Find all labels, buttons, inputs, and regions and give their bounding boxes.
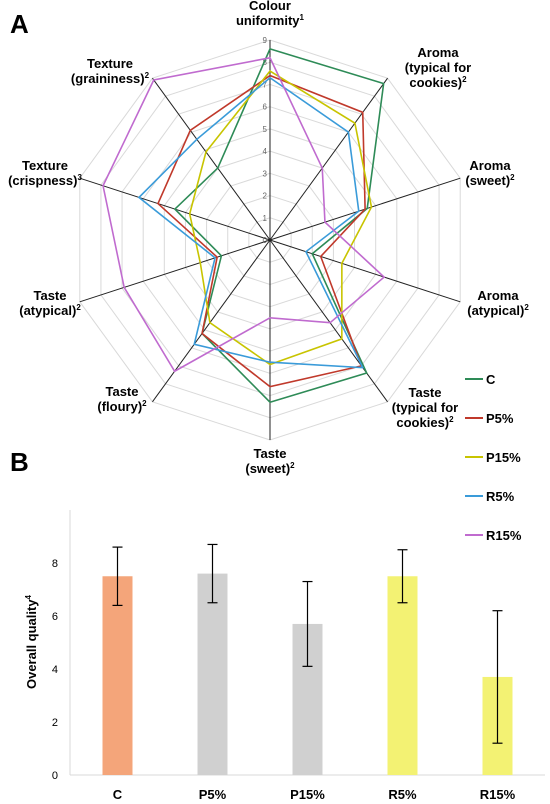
radar-axis-label: Taste (typical for cookies)2 bbox=[392, 385, 458, 430]
radar-axis-label: Colour uniformity1 bbox=[236, 0, 305, 28]
radar-axis-label: Taste (floury)2 bbox=[97, 384, 147, 414]
bar-y-tick-label: 2 bbox=[52, 717, 58, 729]
bar-y-tick-label: 8 bbox=[52, 558, 58, 570]
legend-label: R5% bbox=[486, 489, 515, 504]
legend-label: R15% bbox=[486, 528, 522, 543]
radar-tick-label: 9 bbox=[263, 36, 268, 45]
bar-y-axis-label: Overall quality4 bbox=[24, 594, 39, 689]
radar-grid bbox=[79, 39, 461, 441]
panel-b-letter: B bbox=[10, 447, 29, 477]
radar-tick-labels: 0 1 2 3 4 5 6 7 8 9 bbox=[263, 36, 268, 245]
radar-spoke bbox=[152, 239, 271, 403]
radar-axis-labels: Colour uniformity1 Aroma (typical for cooki… bbox=[8, 0, 529, 476]
radar-series-line bbox=[102, 56, 386, 373]
bar-category-label: P5% bbox=[199, 787, 227, 802]
bar bbox=[102, 576, 133, 775]
legend-label: P15% bbox=[486, 450, 521, 465]
radar-spoke bbox=[269, 77, 388, 241]
legend: C P5% P15% R5% R15% bbox=[465, 372, 522, 543]
radar-tick-label: 3 bbox=[263, 169, 268, 178]
bar-y-tick-label: 6 bbox=[52, 611, 58, 623]
radar-axis-label: Aroma (atypical)2 bbox=[467, 288, 529, 318]
radar-series-line bbox=[188, 70, 373, 366]
bar-chart: 0 2 4 6 8 Overall quality4 C P5% P15% R5% R15% bbox=[24, 510, 545, 802]
radar-tick-label: 5 bbox=[263, 125, 268, 134]
radar-tick-label: 1 bbox=[263, 214, 268, 223]
radar-axis-label: Taste (sweet)2 bbox=[245, 446, 295, 476]
legend-label: P5% bbox=[486, 411, 514, 426]
radar-tick-label: 0 bbox=[263, 236, 268, 245]
bar-category-label: R15% bbox=[480, 787, 516, 802]
radar-spoke bbox=[269, 239, 388, 403]
radar-tick-label: 4 bbox=[263, 147, 268, 156]
radar-series-line bbox=[157, 74, 366, 388]
bar-category-label: C bbox=[113, 787, 123, 802]
bar bbox=[387, 576, 418, 775]
radar-axis-label: Texture (crispness)3 bbox=[8, 158, 82, 188]
radar-axis-label: Aroma (typical for cookies)2 bbox=[405, 45, 471, 90]
radar-axis-label: Aroma (sweet)2 bbox=[465, 158, 515, 188]
radar-axis-label: Taste (atypical)2 bbox=[19, 288, 81, 318]
bar-axes: 0 2 4 6 8 Overall quality4 bbox=[24, 510, 545, 782]
radar-series-line bbox=[137, 76, 365, 369]
bar-marks: C P5% P15% R5% R15% bbox=[102, 543, 516, 802]
radar-tick-label: 7 bbox=[263, 80, 268, 89]
panel-a-letter: A bbox=[10, 9, 29, 39]
bar-y-tick-label: 0 bbox=[52, 770, 58, 782]
bar-category-label: P15% bbox=[290, 787, 325, 802]
radar-axis-label: Texture (graininess)2 bbox=[71, 56, 150, 86]
radar-tick-label: 2 bbox=[263, 192, 268, 201]
legend-label: C bbox=[486, 372, 496, 387]
radar-tick-label: 8 bbox=[263, 58, 268, 67]
radar-series-group bbox=[102, 47, 386, 404]
radar-tick-label: 6 bbox=[263, 103, 268, 112]
bar-category-label: R5% bbox=[388, 787, 417, 802]
radar-series-line bbox=[173, 47, 385, 404]
bar-y-tick-label: 4 bbox=[52, 664, 58, 676]
radar-chart: 0 1 2 3 4 5 6 7 8 9 Colour uniformity1 Aroma (typic… bbox=[8, 0, 529, 476]
radar-spoke bbox=[152, 77, 271, 241]
bar bbox=[197, 573, 228, 775]
radar-spoke bbox=[269, 239, 461, 303]
radar-spoke bbox=[79, 239, 271, 303]
